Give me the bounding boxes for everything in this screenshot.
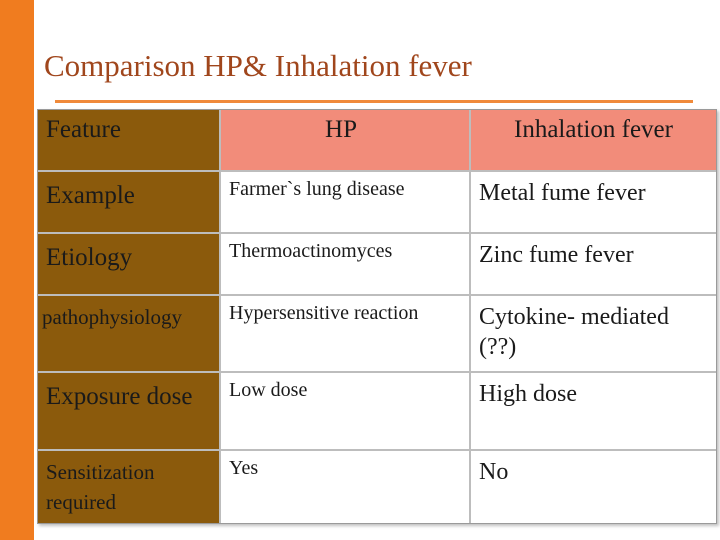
hp-cell: Low dose bbox=[221, 373, 471, 451]
left-accent-bar bbox=[0, 0, 34, 540]
title-underline bbox=[55, 100, 693, 103]
feature-cell: Sensitization required bbox=[38, 451, 221, 523]
header-feature: Feature bbox=[38, 110, 221, 172]
inhalation-cell: Zinc fume fever bbox=[471, 234, 716, 296]
feature-cell: Example bbox=[38, 172, 221, 234]
inhalation-cell: Cytokine- mediated (??) bbox=[471, 296, 716, 373]
feature-cell: Etiology bbox=[38, 234, 221, 296]
header-hp: HP bbox=[221, 110, 471, 172]
hp-cell: Yes bbox=[221, 451, 471, 523]
inhalation-cell: Metal fume fever bbox=[471, 172, 716, 234]
feature-cell: pathophysiology bbox=[38, 296, 221, 373]
feature-cell: Exposure dose bbox=[38, 373, 221, 451]
inhalation-cell: No bbox=[479, 459, 509, 485]
inhalation-cell: High dose bbox=[471, 373, 716, 451]
hp-cell: Farmer`s lung disease bbox=[221, 172, 471, 234]
slide-title: Comparison HP& Inhalation fever bbox=[44, 48, 472, 83]
header-inhalation-fever: Inhalation fever bbox=[471, 110, 716, 172]
hp-cell: Thermoactinomyces bbox=[221, 234, 471, 296]
hp-cell: Hypersensitive reaction bbox=[221, 296, 471, 373]
comparison-table: Feature HP Inhalation fever Example Farm… bbox=[37, 109, 717, 524]
